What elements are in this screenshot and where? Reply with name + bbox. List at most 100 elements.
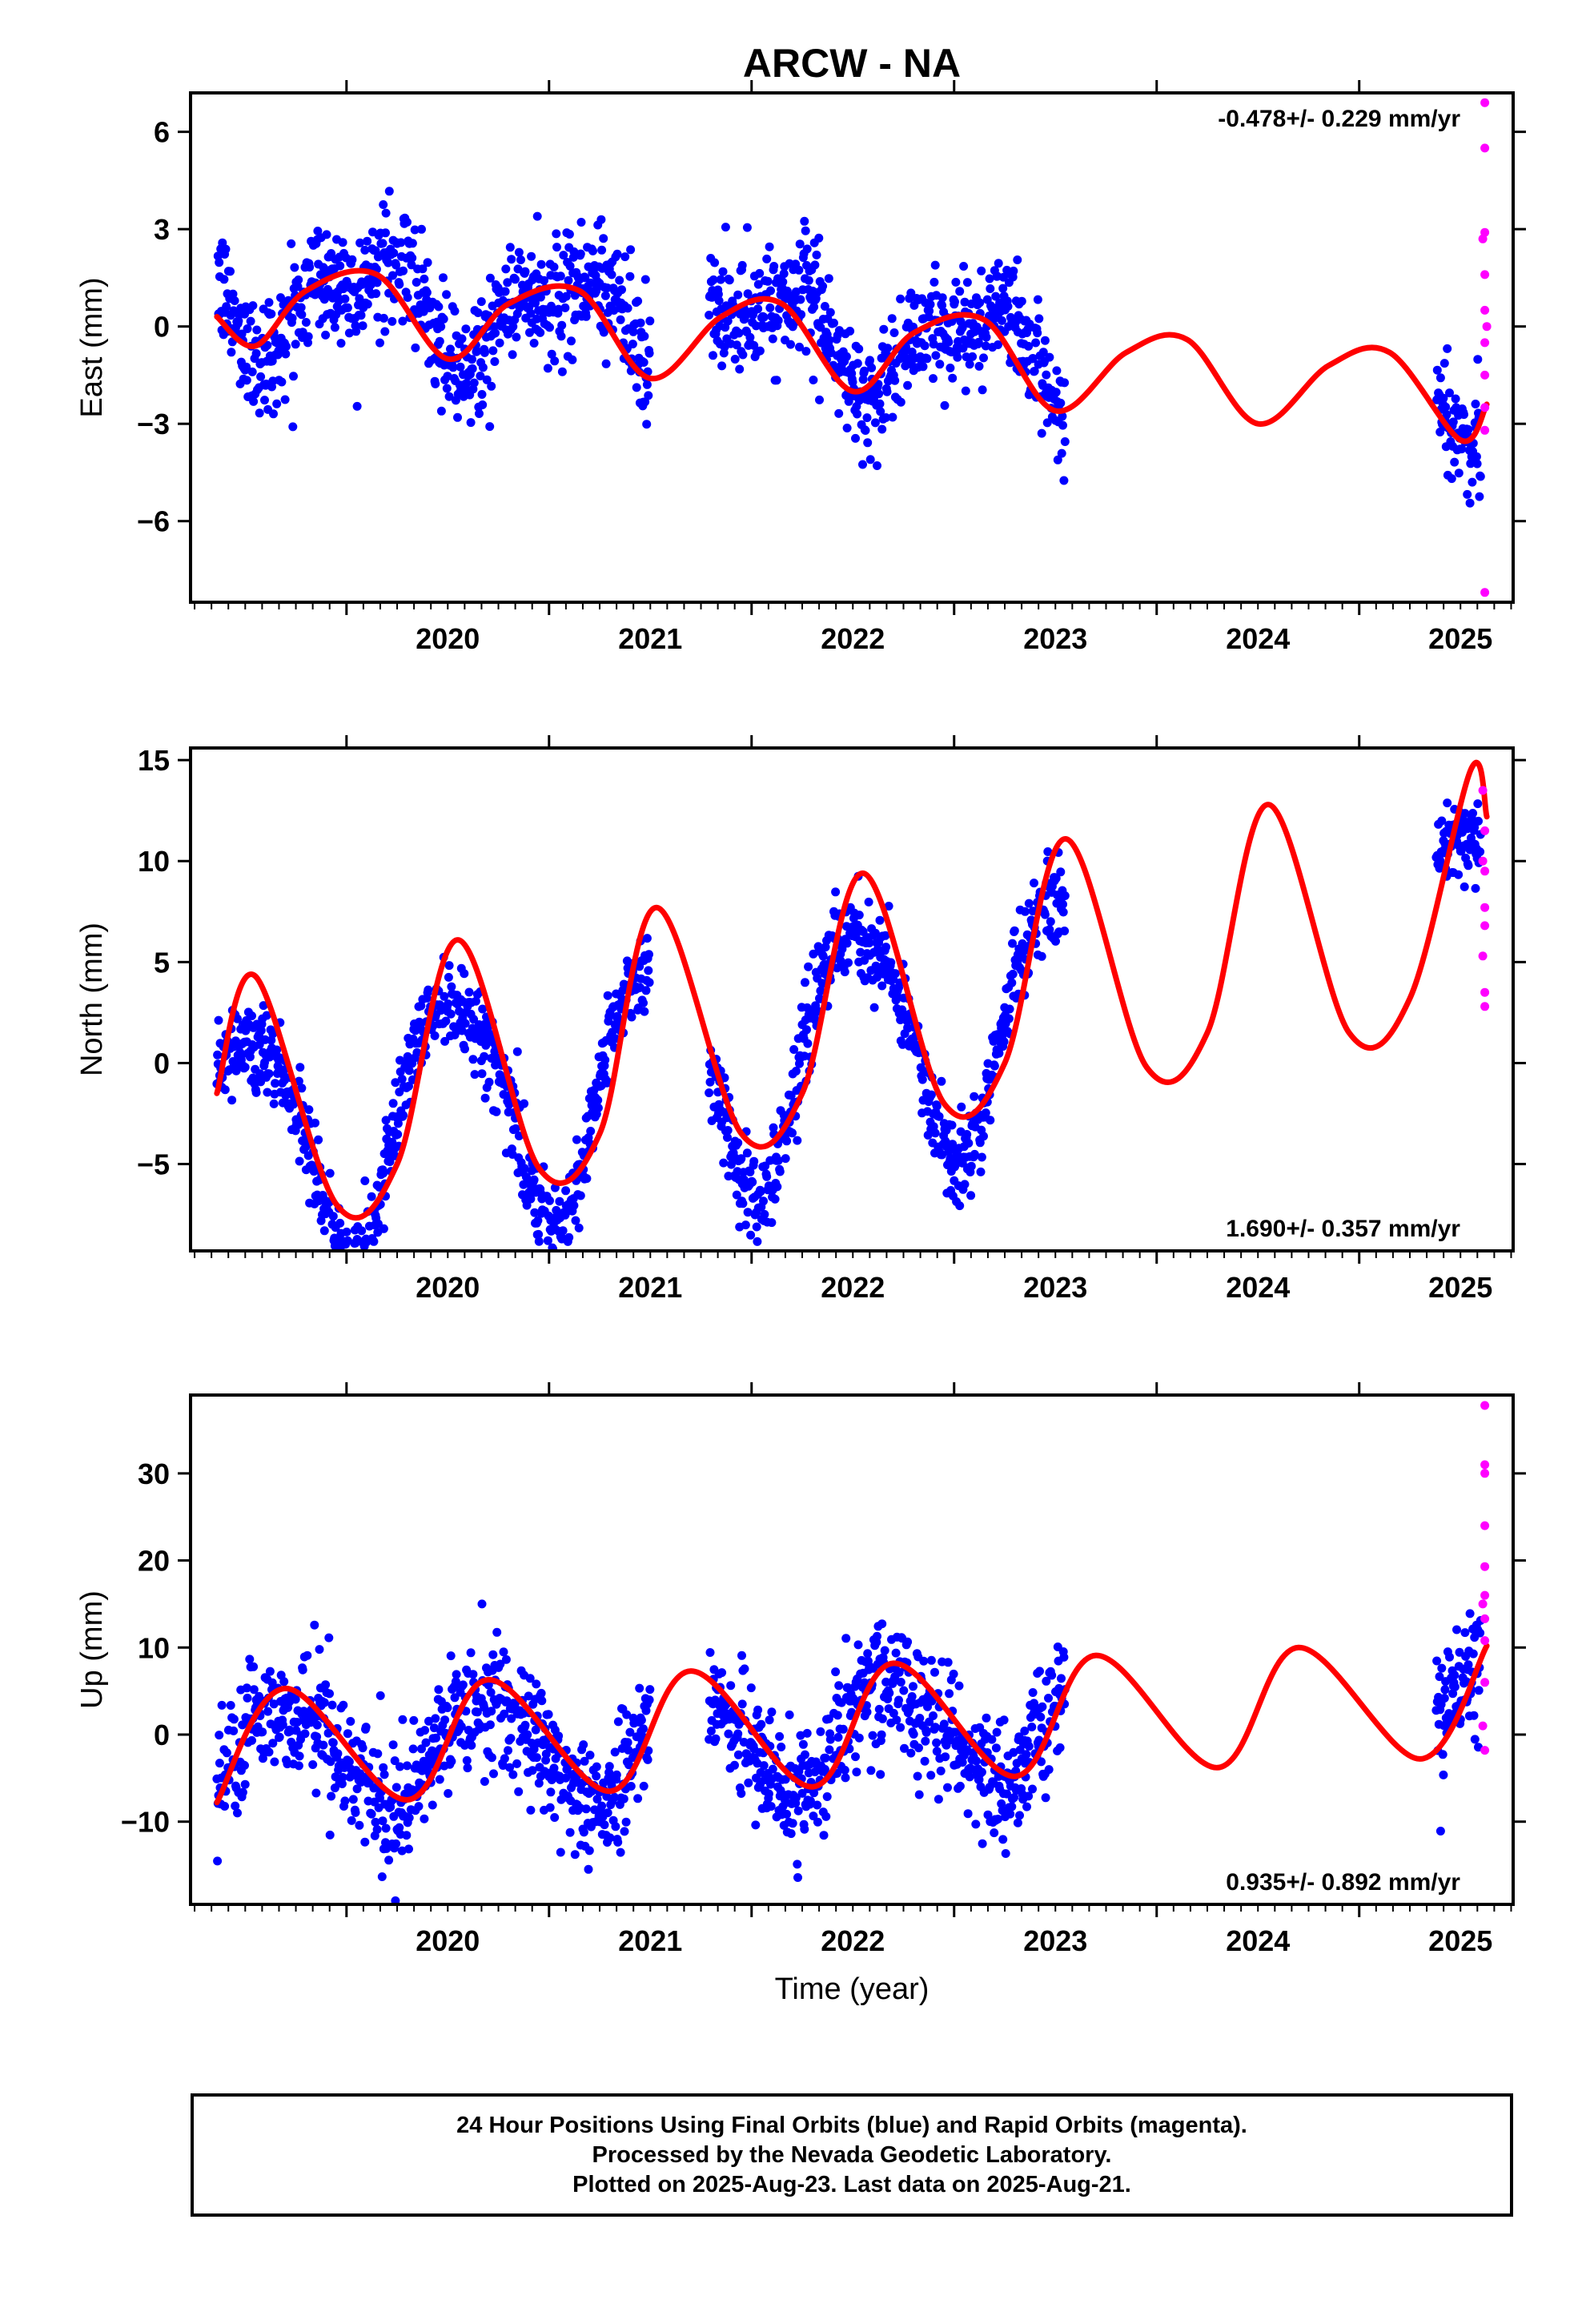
x-tick-label: 2022 xyxy=(821,622,885,655)
final-orbit-point xyxy=(447,1756,456,1766)
final-orbit-point xyxy=(926,1771,936,1780)
final-orbit-point xyxy=(278,1720,287,1730)
final-orbit-point xyxy=(265,1667,275,1676)
final-orbit-point xyxy=(325,1168,335,1178)
final-orbit-point xyxy=(363,236,372,246)
final-orbit-point xyxy=(1017,296,1026,306)
final-orbit-point xyxy=(789,1045,799,1054)
final-orbit-point xyxy=(237,329,247,339)
final-orbit-point xyxy=(570,1850,580,1860)
final-orbit-point xyxy=(788,1819,797,1828)
final-orbit-point xyxy=(1476,472,1485,481)
rapid-orbit-point xyxy=(1480,1614,1490,1623)
final-orbit-point xyxy=(813,1817,822,1827)
final-orbit-point xyxy=(909,1682,917,1691)
final-orbit-point xyxy=(520,267,530,276)
panel-frame xyxy=(189,91,1515,604)
final-orbit-point xyxy=(531,298,540,308)
final-orbit-point xyxy=(462,1755,472,1765)
final-orbit-point xyxy=(1013,1818,1022,1827)
final-orbit-point xyxy=(616,1848,625,1857)
final-orbit-point xyxy=(255,408,264,418)
final-orbit-point xyxy=(742,223,752,232)
final-orbit-point xyxy=(876,1770,885,1779)
velocity-rate-label: 0.935+/- 0.892 mm/yr xyxy=(1226,1869,1460,1896)
final-orbit-point xyxy=(794,265,804,275)
rapid-orbit-point xyxy=(1480,1678,1490,1687)
final-orbit-point xyxy=(442,384,452,393)
final-orbit-point xyxy=(564,1232,574,1242)
final-orbit-point xyxy=(456,362,465,372)
final-orbit-point xyxy=(1022,1750,1031,1759)
final-orbit-point xyxy=(795,342,804,352)
final-orbit-point xyxy=(896,294,905,304)
final-orbit-point xyxy=(717,361,727,371)
final-orbit-point xyxy=(338,238,347,247)
final-orbit-point xyxy=(470,1070,480,1080)
final-orbit-point xyxy=(398,1715,408,1724)
final-orbit-point xyxy=(706,1727,716,1735)
final-orbit-point xyxy=(966,1191,976,1200)
final-orbit-point xyxy=(793,1806,803,1815)
final-orbit-point xyxy=(338,1772,347,1782)
final-orbit-point xyxy=(717,1668,727,1678)
x-axis-label: Time (year) xyxy=(775,1972,930,2006)
final-orbit-point xyxy=(448,363,458,372)
final-orbit-point xyxy=(349,1264,358,1273)
final-orbit-point xyxy=(343,303,352,312)
final-orbit-point xyxy=(246,316,255,326)
final-orbit-point xyxy=(431,379,440,388)
final-orbit-point xyxy=(833,1711,842,1720)
final-orbit-point xyxy=(740,1664,749,1674)
final-orbit-point xyxy=(1448,417,1458,427)
final-orbit-point xyxy=(1442,410,1452,420)
final-orbit-point xyxy=(512,1047,522,1056)
final-orbit-point xyxy=(359,1257,368,1266)
final-orbit-point xyxy=(1059,476,1069,485)
final-orbit-point xyxy=(1045,352,1054,362)
final-orbit-point xyxy=(545,1803,555,1812)
final-orbit-point xyxy=(825,308,835,317)
final-orbit-point xyxy=(745,332,755,342)
final-orbit-point xyxy=(345,1269,354,1278)
final-orbit-point xyxy=(391,260,401,270)
final-orbit-point xyxy=(600,291,610,300)
final-orbit-point xyxy=(335,261,345,271)
final-orbit-point xyxy=(1463,824,1472,834)
final-orbit-point xyxy=(1027,1723,1037,1731)
final-orbit-point xyxy=(994,1815,1002,1823)
final-orbit-point xyxy=(1468,809,1478,818)
final-orbit-point xyxy=(921,1727,931,1737)
final-orbit-point xyxy=(705,1648,715,1657)
final-orbit-point xyxy=(554,304,564,314)
final-orbit-point xyxy=(824,274,833,283)
final-orbit-point xyxy=(313,227,323,235)
final-orbit-point xyxy=(439,314,448,324)
final-orbit-point xyxy=(765,242,774,251)
final-orbit-point xyxy=(983,1810,993,1819)
final-orbit-point xyxy=(533,1216,543,1225)
final-orbit-point xyxy=(713,289,723,299)
rapid-orbit-point xyxy=(1482,322,1492,332)
final-orbit-point xyxy=(1057,1674,1066,1683)
final-orbit-point xyxy=(315,1645,324,1655)
final-orbit-point xyxy=(485,422,495,432)
final-orbit-point xyxy=(981,1108,990,1118)
final-orbit-point xyxy=(977,266,986,275)
final-orbit-point xyxy=(620,1827,629,1836)
final-orbit-point xyxy=(372,278,382,287)
final-orbit-point xyxy=(743,1208,753,1217)
final-orbit-point xyxy=(383,258,393,267)
final-orbit-point xyxy=(487,1707,496,1716)
footer-line-2: Processed by the Nevada Geodetic Laborat… xyxy=(592,2141,1112,2168)
final-orbit-point xyxy=(620,252,630,262)
final-orbit-point xyxy=(851,1752,860,1762)
final-orbit-point xyxy=(541,1749,551,1759)
final-orbit-point xyxy=(932,1101,942,1111)
final-orbit-point xyxy=(599,234,608,243)
final-orbit-point xyxy=(357,1258,366,1267)
final-orbit-point xyxy=(906,288,916,298)
final-orbit-point xyxy=(970,1149,979,1159)
final-orbit-point xyxy=(921,1736,930,1746)
rapid-orbit-point xyxy=(1480,1460,1490,1470)
